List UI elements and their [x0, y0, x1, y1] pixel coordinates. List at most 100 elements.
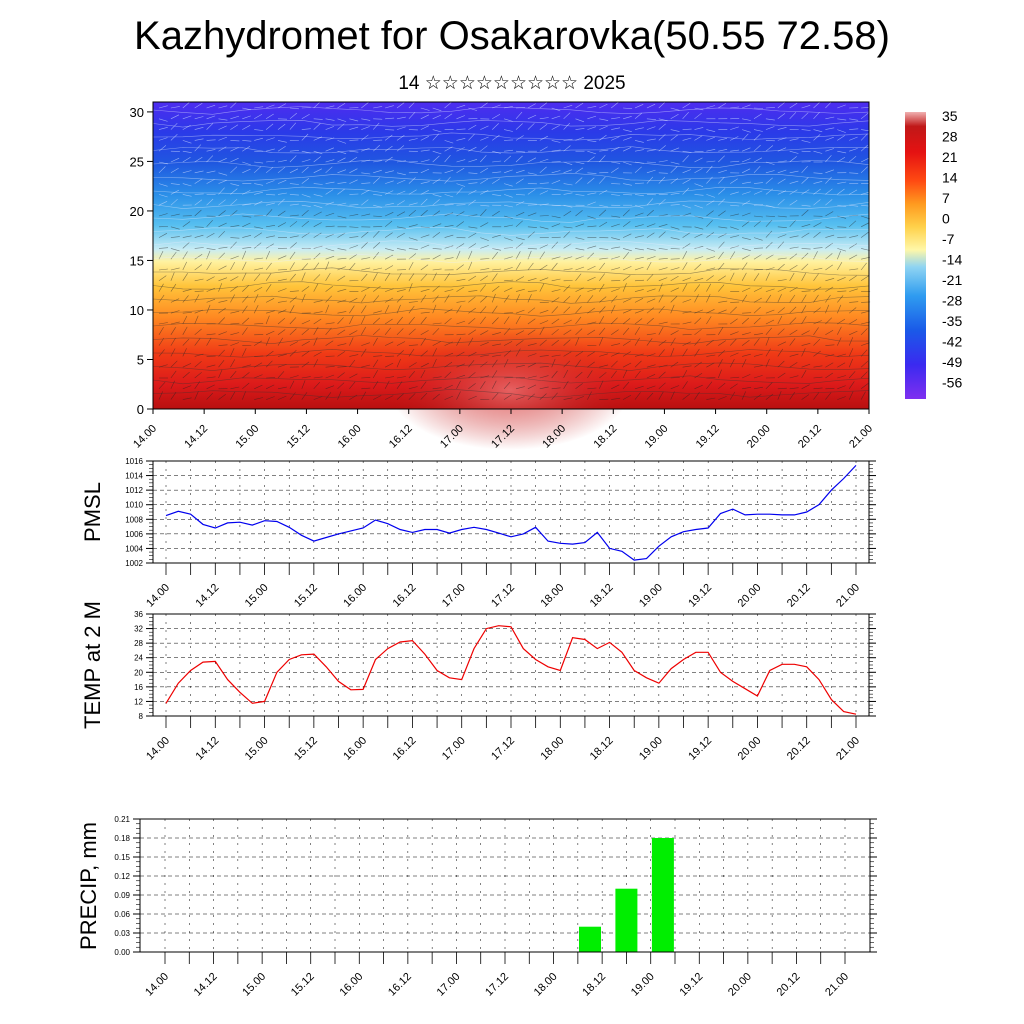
wind-barb: [254, 340, 263, 346]
wind-barb: [670, 129, 680, 132]
wind-barb: [861, 215, 870, 220]
wind-barb: [158, 391, 163, 400]
wind-barb: [575, 102, 584, 109]
wind-barb: [373, 355, 383, 357]
wind-barb: [266, 194, 276, 196]
wind-barb: [194, 199, 203, 206]
wind-barb: [396, 116, 406, 120]
wind-barb: [563, 161, 573, 165]
wind-barb: [777, 391, 782, 400]
wind-barb: [646, 256, 656, 260]
wind-barb: [361, 294, 367, 303]
wind-barb: [480, 178, 489, 184]
wind-barb: [860, 262, 867, 271]
wind-barb: [682, 102, 691, 109]
wind-barb: [611, 102, 619, 109]
wind-barb: [670, 226, 680, 230]
wind-barb: [301, 293, 306, 303]
wind-barb: [729, 391, 736, 400]
wind-barb: [706, 316, 712, 325]
wind-barb: [837, 295, 844, 303]
wind-barb: [682, 251, 688, 260]
wind-barb: [563, 369, 569, 379]
wind-barb: [646, 198, 654, 206]
wind-barb: [372, 144, 381, 152]
wind-barb: [289, 194, 299, 196]
wind-barb: [170, 198, 178, 206]
wind-barb: [325, 366, 335, 368]
wind-barb: [194, 315, 199, 325]
wind-barb: [313, 376, 323, 379]
wind-barb: [373, 267, 383, 271]
wind-barb: [515, 330, 525, 336]
wind-barb: [753, 273, 760, 281]
wind-barb: [468, 159, 478, 163]
wind-barb: [194, 290, 204, 292]
wind-barb: [670, 276, 679, 282]
wind-barb: [301, 159, 311, 163]
wind-barb: [849, 148, 858, 152]
wind-barb: [420, 168, 430, 174]
wind-barb: [694, 127, 704, 130]
wind-barb: [825, 294, 831, 303]
wind-barb: [218, 105, 228, 109]
wind-barb: [765, 170, 775, 174]
temp-ytick-label: 12: [134, 697, 143, 706]
wind-barb: [194, 226, 204, 228]
wind-barb: [813, 172, 823, 174]
wind-barb: [575, 316, 582, 325]
temp-ytick-label: 24: [134, 654, 143, 663]
wind-barb: [337, 351, 346, 357]
wind-barb: [539, 320, 549, 325]
wind-barb: [849, 301, 859, 303]
wind-barb: [313, 211, 322, 217]
wind-barb: [289, 168, 299, 174]
wind-barb: [337, 150, 347, 154]
wind-barb: [801, 232, 810, 238]
wind-barb: [408, 224, 418, 228]
wind-barb: [289, 290, 299, 292]
wind-barb: [729, 272, 735, 281]
wind-barb: [242, 115, 251, 120]
wind-barb: [611, 343, 621, 346]
wind-barb: [456, 243, 465, 249]
wind-barb: [372, 328, 381, 336]
wind-barb: [646, 138, 656, 141]
wind-barb: [432, 295, 439, 303]
wind-barb: [706, 256, 716, 260]
wind-barb: [384, 265, 394, 271]
temp-xtick-label: 16.00: [341, 735, 369, 763]
wind-barb: [825, 362, 834, 368]
wind-barb: [825, 169, 834, 174]
wind-barb: [587, 295, 594, 303]
wind-barb: [491, 317, 499, 325]
wind-barb: [634, 318, 643, 325]
wind-barb: [801, 189, 810, 195]
wind-barb: [277, 210, 286, 217]
wind-barb: [230, 124, 239, 130]
wind-barb: [385, 248, 394, 251]
wind-barb: [396, 126, 406, 130]
wind-barb: [361, 102, 369, 109]
wind-barb: [242, 247, 252, 249]
wind-barb: [837, 135, 845, 141]
wind-barb: [337, 248, 347, 251]
wind-barb: [230, 391, 236, 400]
wind-barb: [491, 293, 496, 303]
pmsl-xtick-label: 17.12: [489, 582, 517, 610]
wind-barb: [634, 385, 644, 390]
wind-barb: [646, 392, 654, 400]
wind-barb: [539, 310, 549, 314]
wind-barb: [396, 226, 406, 229]
wind-barb: [432, 304, 437, 314]
wind-barb: [396, 328, 404, 336]
wind-barb: [694, 317, 702, 325]
wind-barb: [789, 150, 799, 154]
wind-barb: [432, 133, 440, 141]
wind-barb: [480, 136, 489, 141]
wind-barb: [206, 232, 215, 238]
wind-barb: [575, 237, 585, 240]
wind-barb: [515, 150, 526, 153]
wind-barb: [849, 268, 859, 271]
wind-barb: [456, 374, 466, 379]
